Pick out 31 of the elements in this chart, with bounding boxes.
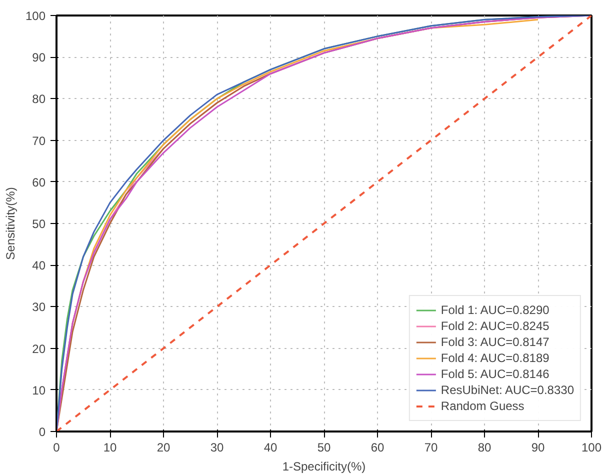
y-tick-label: 50 [32,217,46,231]
y-axis-title: Sensitivity(%) [3,187,18,260]
y-tick-label: 100 [25,9,46,23]
x-tick-label: 100 [581,440,602,454]
x-tick-label: 40 [264,440,278,454]
y-tick-label: 30 [32,300,46,314]
x-tick-label: 10 [103,440,117,454]
x-axis-title: 1-Specificity(%) [282,460,366,474]
x-tick-label: 20 [156,440,170,454]
y-tick-label: 60 [32,175,46,190]
x-tick-label: 90 [531,440,545,454]
x-tick-label: 30 [210,440,224,454]
y-tick-label: 70 [32,134,46,148]
x-tick-label: 0 [53,440,60,454]
x-tick-label: 70 [424,440,438,454]
y-tick-label: 90 [32,50,46,65]
y-tick-label: 40 [32,258,46,273]
y-tick-label: 80 [32,92,46,106]
legend-label: Random Guess [440,398,524,414]
legend-label: ResUbiNet: AUC=0.8330 [440,382,574,398]
legend-label: Fold 4: AUC=0.8189 [440,350,550,366]
x-tick-label: 60 [370,440,384,454]
legend-label: Fold 1: AUC=0.8290 [440,302,550,318]
y-tick-label: 20 [32,342,46,356]
x-tick-label: 80 [478,440,492,454]
legend-label: Fold 3: AUC=0.8147 [440,334,550,350]
x-tick-label: 50 [317,440,331,454]
y-tick-label: 10 [32,383,46,398]
y-tick-label: 0 [38,425,46,439]
legend-label: Fold 2: AUC=0.8245 [440,318,550,334]
legend-label: Fold 5: AUC=0.8146 [440,366,550,382]
